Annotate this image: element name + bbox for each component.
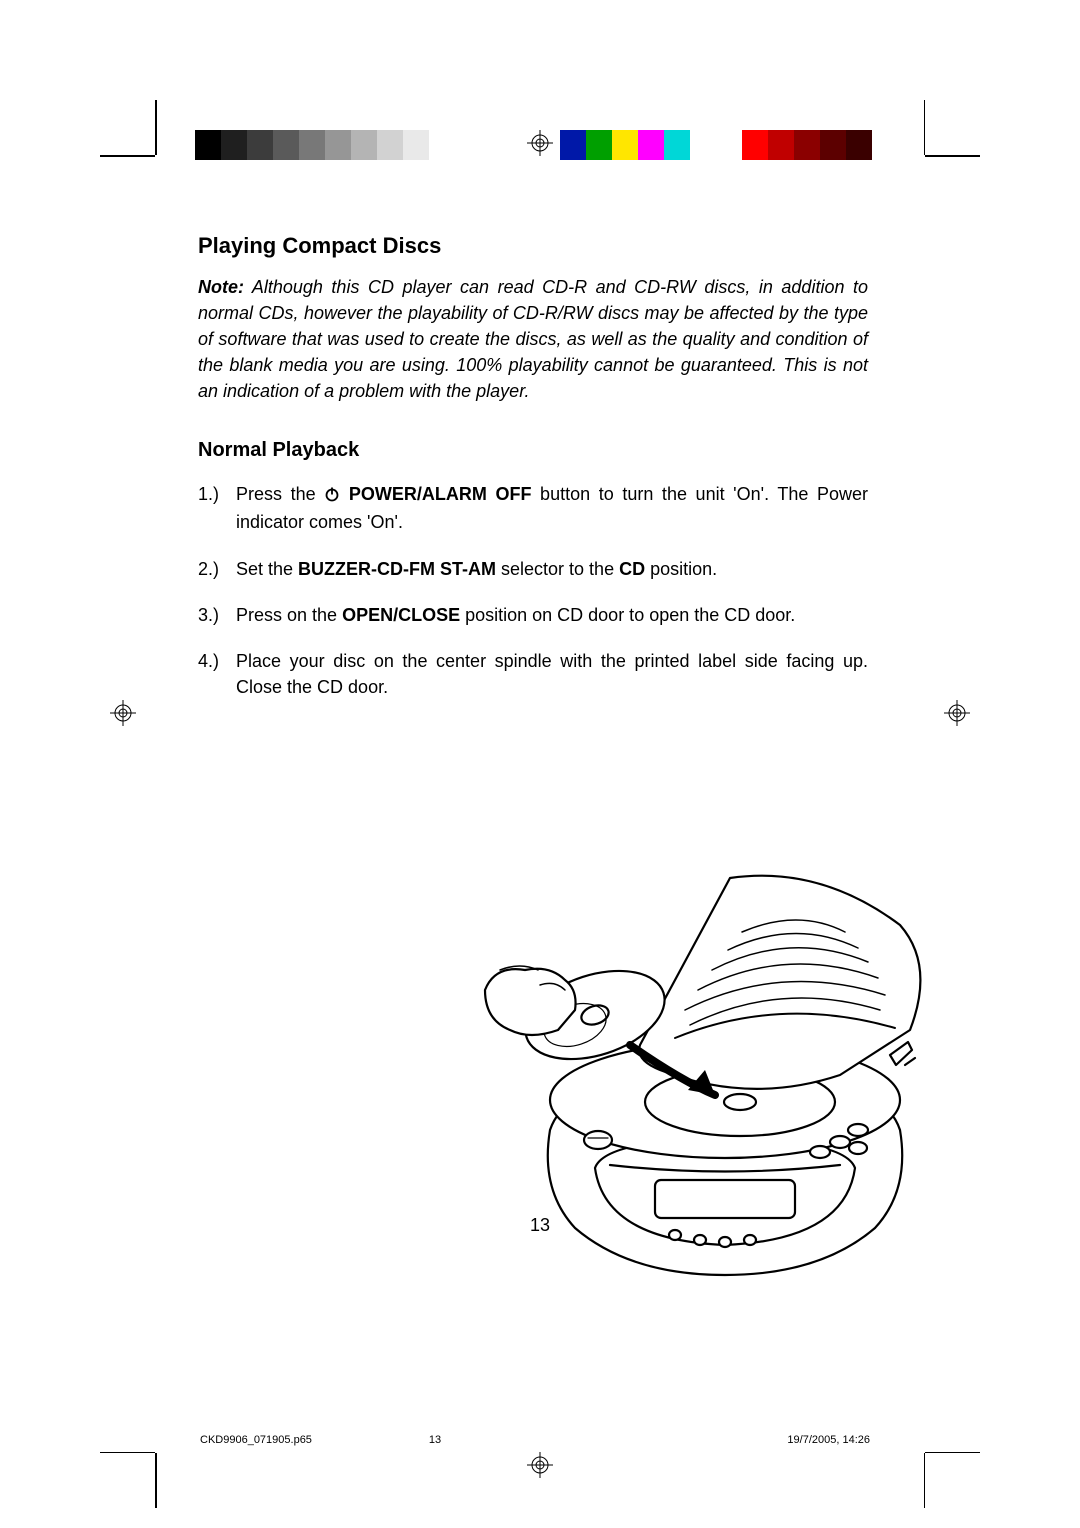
color-swatch: [586, 130, 612, 160]
color-swatch: [455, 130, 481, 160]
color-swatch: [560, 130, 586, 160]
power-icon: [324, 483, 340, 509]
color-swatch: [403, 130, 429, 160]
footer-page: 13: [429, 1434, 441, 1446]
note-label: Note:: [198, 277, 244, 297]
step-2: 2.) Set the BUZZER-CD-FM ST-AM selector …: [198, 556, 868, 582]
registration-mark-bottom: [527, 1452, 553, 1478]
color-swatch: [794, 130, 820, 160]
registration-mark-left: [110, 700, 136, 726]
step-text: selector to the: [496, 559, 619, 579]
step-number: 2.): [198, 556, 232, 582]
color-colorbar: [560, 130, 872, 160]
color-swatch: [325, 130, 351, 160]
steps-list: 1.) Press the POWER/ALARM OFF button to …: [198, 481, 868, 700]
color-swatch: [768, 130, 794, 160]
step-text: Press the: [236, 484, 324, 504]
color-swatch: [195, 130, 221, 160]
step-text: Place your disc on the center spindle wi…: [236, 651, 868, 697]
power-alarm-off-label: POWER/ALARM OFF: [349, 484, 532, 504]
step-text: position.: [645, 559, 717, 579]
color-swatch: [247, 130, 273, 160]
heading-main: Playing Compact Discs: [198, 230, 868, 262]
step-text: Press on the: [236, 605, 342, 625]
step-number: 4.): [198, 648, 232, 674]
selector-label: BUZZER-CD-FM ST-AM: [298, 559, 496, 579]
page-number: 13: [0, 1215, 1080, 1236]
footer: CKD9906_071905.p65 13 19/7/2005, 14:26: [200, 1434, 870, 1446]
color-swatch: [273, 130, 299, 160]
step-3: 3.) Press on the OPEN/CLOSE position on …: [198, 602, 868, 628]
registration-mark-top: [527, 130, 553, 156]
note-text: Note: Although this CD player can read C…: [198, 274, 868, 404]
color-swatch: [664, 130, 690, 160]
color-swatch: [820, 130, 846, 160]
step-4: 4.) Place your disc on the center spindl…: [198, 648, 868, 700]
color-swatch: [221, 130, 247, 160]
heading-sub: Normal Playback: [198, 436, 868, 465]
step-1: 1.) Press the POWER/ALARM OFF button to …: [198, 481, 868, 535]
color-swatch: [299, 130, 325, 160]
color-swatch: [351, 130, 377, 160]
note-body: Although this CD player can read CD-R an…: [198, 277, 868, 401]
color-swatch: [638, 130, 664, 160]
color-swatch: [429, 130, 455, 160]
registration-mark-right: [944, 700, 970, 726]
color-swatch: [742, 130, 768, 160]
color-swatch: [612, 130, 638, 160]
cd-label: CD: [619, 559, 645, 579]
color-swatch: [690, 130, 716, 160]
open-close-label: OPEN/CLOSE: [342, 605, 460, 625]
step-text: Set the: [236, 559, 298, 579]
color-swatch: [716, 130, 742, 160]
color-swatch: [377, 130, 403, 160]
color-swatch: [846, 130, 872, 160]
grayscale-colorbar: [195, 130, 481, 160]
step-number: 1.): [198, 481, 232, 507]
page-wrap: Playing Compact Discs Note: Although thi…: [0, 0, 1080, 1528]
step-number: 3.): [198, 602, 232, 628]
step-text: position on CD door to open the CD door.: [460, 605, 795, 625]
page-content: Playing Compact Discs Note: Although thi…: [198, 230, 868, 720]
